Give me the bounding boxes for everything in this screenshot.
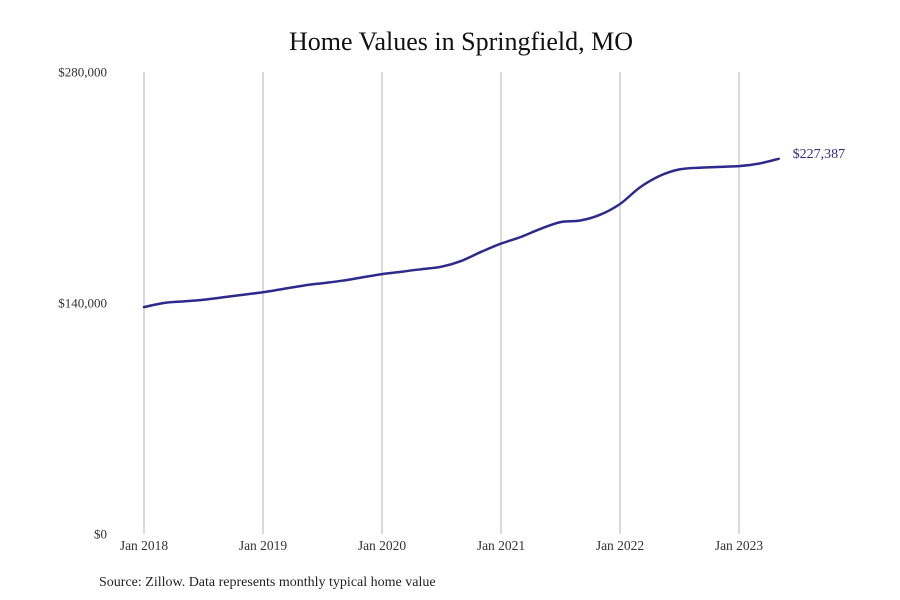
x-tick-label: Jan 2021 xyxy=(477,538,525,553)
gridlines xyxy=(143,72,740,534)
source-note: Source: Zillow. Data represents monthly … xyxy=(99,575,436,590)
y-tick-label: $0 xyxy=(94,527,107,542)
x-tick-label: Jan 2018 xyxy=(120,538,169,553)
x-axis-ticks: Jan 2018 Jan 2019 Jan 2020 Jan 2021 Jan 2022… xyxy=(120,538,764,553)
y-tick-label: $280,000 xyxy=(58,65,107,80)
x-tick-label: Jan 2019 xyxy=(239,538,288,553)
y-axis-ticks: $0 $140,000 $280,000 xyxy=(58,65,107,542)
end-value-label: $227,387 xyxy=(793,147,846,162)
series-line xyxy=(142,157,780,309)
x-tick-label: Jan 2020 xyxy=(358,538,407,553)
y-tick-label: $140,000 xyxy=(58,296,107,311)
chart-title: Home Values in Springfield, MO xyxy=(289,27,633,56)
x-tick-label: Jan 2023 xyxy=(715,538,764,553)
x-tick-label: Jan 2022 xyxy=(596,538,644,553)
